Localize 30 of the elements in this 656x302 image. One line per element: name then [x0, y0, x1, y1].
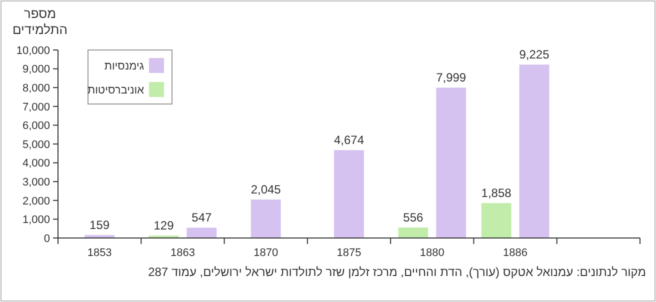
y-tick-label: 6,000 [22, 120, 50, 132]
y-tick-label: 2,000 [22, 195, 50, 208]
x-tick-label: 1886 [503, 246, 528, 259]
data-label: 7,999 [436, 70, 466, 85]
legend-label: גימנסיות [104, 60, 144, 72]
data-label: 556 [403, 210, 424, 225]
x-tick-label: 1875 [336, 246, 362, 259]
legend-label: אוניברסיטות [87, 84, 144, 96]
data-label: 9,225 [519, 48, 550, 62]
data-label: 2,045 [250, 182, 282, 197]
x-tick-label: 1880 [420, 246, 444, 259]
data-label: 1,858 [481, 186, 512, 200]
y-tick-label: 10,000 [16, 44, 50, 57]
data-label: 4,674 [334, 133, 364, 148]
y-axis-title: מספר התלמידים [12, 6, 68, 37]
y-tick-label: 4,000 [22, 158, 50, 170]
data-label: 129 [154, 218, 174, 233]
y-tick-label: 8,000 [22, 82, 50, 94]
x-tick-label: 1870 [254, 246, 278, 259]
y-tick-label: 7,000 [22, 101, 50, 114]
y-tick-label: 5,000 [22, 138, 50, 151]
data-label: 159 [90, 218, 110, 232]
y-tick-label: 3,000 [22, 176, 50, 188]
text: מקור לנתונים: עמנואל אטקס (עורך), הדת והחיים, מרכז זלמן שזר לתולדות ישראל ירושלים, עמוד 287 [148, 265, 646, 279]
x-tick-label: 1863 [170, 246, 195, 259]
x-tick-label: 1853 [87, 246, 112, 259]
y-tick-label: 0 [44, 232, 50, 245]
y-tick-label: 1,000 [22, 214, 50, 226]
data-label: 547 [192, 210, 212, 225]
y-tick-label: 9,000 [22, 64, 50, 76]
